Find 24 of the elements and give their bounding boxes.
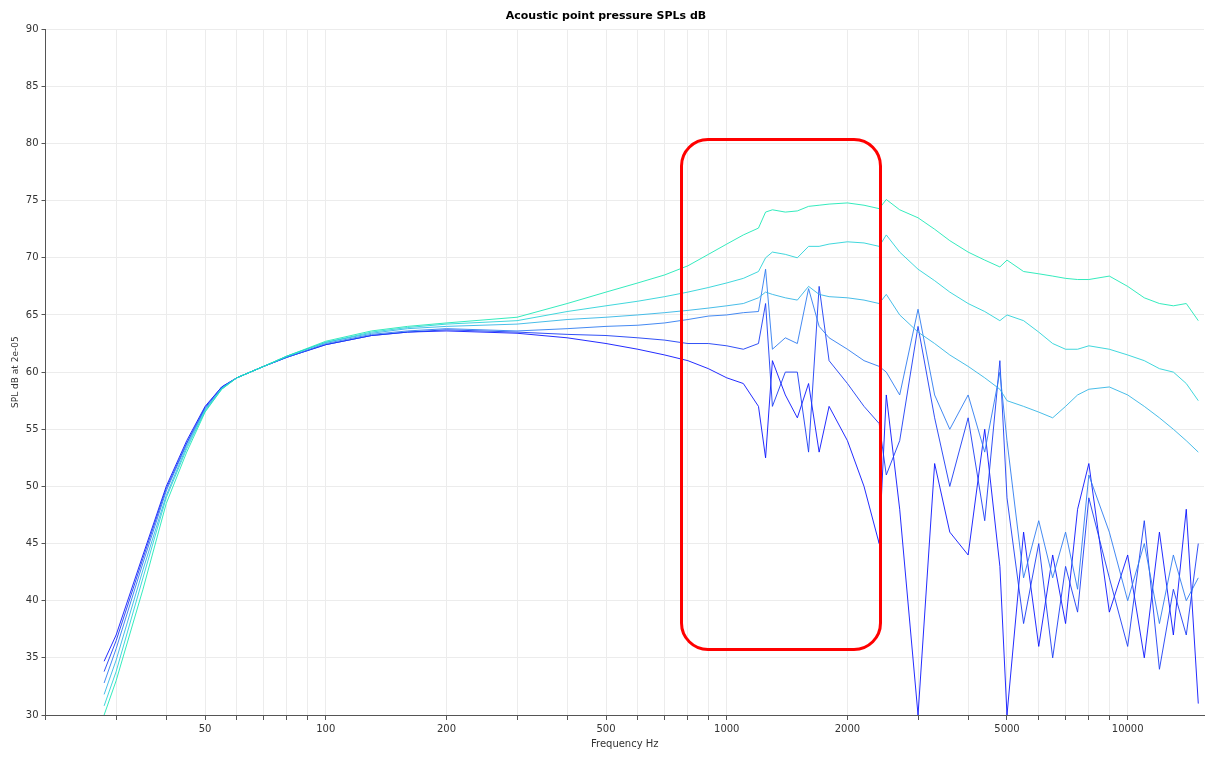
y-tick-label: 35 <box>25 651 39 663</box>
y-tick-label: 55 <box>25 422 39 434</box>
y-axis-title: SPL dB at 2e-05 <box>9 336 20 408</box>
y-tick-label: 85 <box>25 79 39 91</box>
y-tick-label: 80 <box>25 137 39 149</box>
y-tick-label: 30 <box>25 708 39 720</box>
chart-title: Acoustic point pressure SPLs dB <box>505 9 707 23</box>
x-axis-title: Frequency Hz <box>590 737 659 749</box>
y-tick-label: 45 <box>25 537 39 549</box>
x-tick-label: 1000 <box>714 722 740 734</box>
y-tick-label: 60 <box>25 365 39 377</box>
x-tick-label: 100 <box>316 722 336 734</box>
x-tick-label: 2000 <box>834 722 861 734</box>
x-tick-label: 200 <box>436 722 457 734</box>
y-tick-label: 50 <box>25 479 39 491</box>
x-tick-label: 10000 <box>1111 722 1144 734</box>
y-tick-label: 70 <box>25 251 39 263</box>
y-tick-label: 90 <box>25 22 39 34</box>
y-tick-label: 40 <box>25 594 39 606</box>
x-tick-label: 500 <box>596 722 616 734</box>
x-tick-label: 5000 <box>994 722 1020 734</box>
y-tick-label: 75 <box>25 194 39 206</box>
x-tick-label: 50 <box>198 722 212 734</box>
y-tick-label: 65 <box>25 308 39 320</box>
